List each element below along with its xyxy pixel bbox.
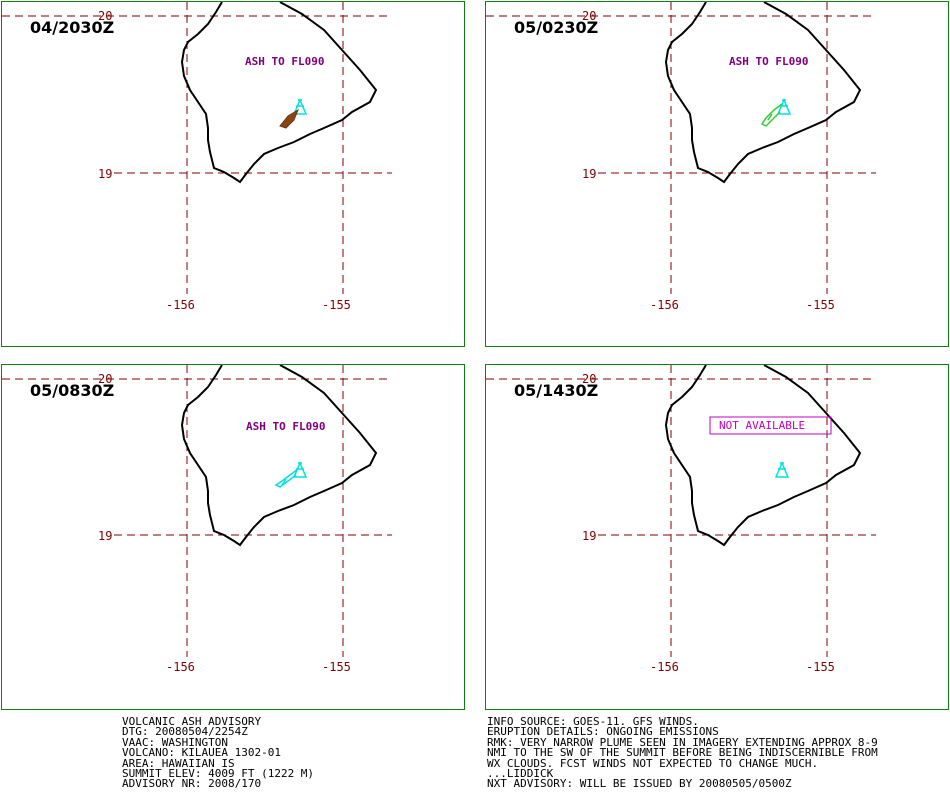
grid-lines (486, 2, 876, 294)
map-panel: 20 19 -156 -155 ASH TO FL090 04/2030Z (1, 1, 465, 347)
coastline (180, 365, 378, 547)
volcano-icon (776, 98, 792, 115)
advisory-line: SUMMIT ELEV: 4009 FT (1222 M) (122, 766, 315, 780)
lat-label-bottom: 19 (582, 167, 596, 181)
advisory-line: DTG: 20080504/2254Z (122, 725, 248, 739)
advisory-line: VOLCANO: KILAUEA 1302-01 (122, 746, 281, 760)
ash-plume (760, 103, 783, 127)
not-available-label: NOT AVAILABLE (719, 419, 805, 432)
volcano-icon (774, 461, 790, 478)
valid-time-label: 05/0230Z (514, 18, 599, 37)
map-panel: 20 19 -156 -155 ASH TO FL090 05/0830Z (1, 364, 465, 710)
coastline (664, 2, 862, 184)
not-available-box (709, 416, 832, 435)
lat-label-top: 20 (98, 372, 112, 386)
valid-time-label: 05/1430Z (514, 381, 599, 400)
advisory-line: AREA: HAWAIIAN IS (122, 756, 235, 770)
lat-label-top: 20 (582, 9, 596, 23)
ash-plume (279, 108, 300, 129)
advisory-header-text: VOLCANIC ASH ADVISORY DTG: 20080504/2254… (122, 715, 315, 791)
advisory-line: NMI TO THE SW OF THE SUMMIT BEFORE BEING… (487, 746, 878, 760)
map-panel: 20 19 -156 -155 ASH TO FL090 05/0230Z (485, 1, 949, 347)
advisory-line: ...LIDDICK (487, 766, 554, 780)
grid-lines (2, 365, 392, 657)
lon-label-left: -156 (166, 660, 195, 674)
lat-label-top: 20 (582, 372, 596, 386)
advisory-line: VAAC: WASHINGTON (122, 735, 228, 749)
map-canvas: 20 19 -156 -155 ASH TO FL090 (2, 2, 392, 312)
map-canvas: 20 19 -156 -155 ASH TO FL090 (486, 2, 876, 312)
ash-label: ASH TO FL090 (729, 55, 808, 68)
map-canvas: 20 19 -156 -155 NOT AVAILABLE (486, 365, 876, 674)
lon-label-right: -155 (806, 660, 835, 674)
lon-label-left: -156 (650, 660, 679, 674)
ash-label: ASH TO FL090 (245, 55, 324, 68)
grid-lines (486, 365, 876, 657)
lon-label-left: -156 (166, 298, 195, 312)
advisory-line: ADVISORY NR: 2008/170 (122, 777, 262, 791)
advisory-line: NXT ADVISORY: WILL BE ISSUED BY 20080505… (487, 777, 792, 791)
lat-label-top: 20 (98, 9, 112, 23)
ash-label: ASH TO FL090 (246, 420, 325, 433)
advisory-line: INFO SOURCE: GOES-11. GFS WINDS. (487, 715, 699, 728)
advisory-line: VOLCANIC ASH ADVISORY (122, 715, 262, 728)
ash-plume (274, 468, 299, 488)
advisory-remarks-text: INFO SOURCE: GOES-11. GFS WINDS. ERUPTIO… (487, 715, 878, 791)
advisory-line: ERUPTION DETAILS: ONGOING EMISSIONS (487, 725, 719, 739)
volcano-icon (292, 98, 308, 115)
grid-lines (2, 2, 392, 294)
lon-label-left: -156 (650, 298, 679, 312)
coastline (180, 2, 378, 184)
map-canvas: 20 19 -156 -155 ASH TO FL090 (2, 365, 392, 674)
advisory-line: WX CLOUDS. FCST WINDS NOT EXPECTED TO CH… (487, 756, 819, 770)
lon-label-right: -155 (322, 298, 351, 312)
lon-label-right: -155 (806, 298, 835, 312)
lon-label-right: -155 (322, 660, 351, 674)
lat-label-bottom: 19 (582, 529, 596, 543)
lat-label-bottom: 19 (98, 167, 112, 181)
lat-label-bottom: 19 (98, 529, 112, 543)
advisory-line: RMK: VERY NARROW PLUME SEEN IN IMAGERY E… (487, 735, 878, 749)
coastline (664, 365, 862, 547)
map-panel: 20 19 -156 -155 NOT AVAILABLE 05/1430Z (485, 364, 949, 710)
valid-time-label: 05/0830Z (30, 381, 115, 400)
valid-time-label: 04/2030Z (30, 18, 115, 37)
